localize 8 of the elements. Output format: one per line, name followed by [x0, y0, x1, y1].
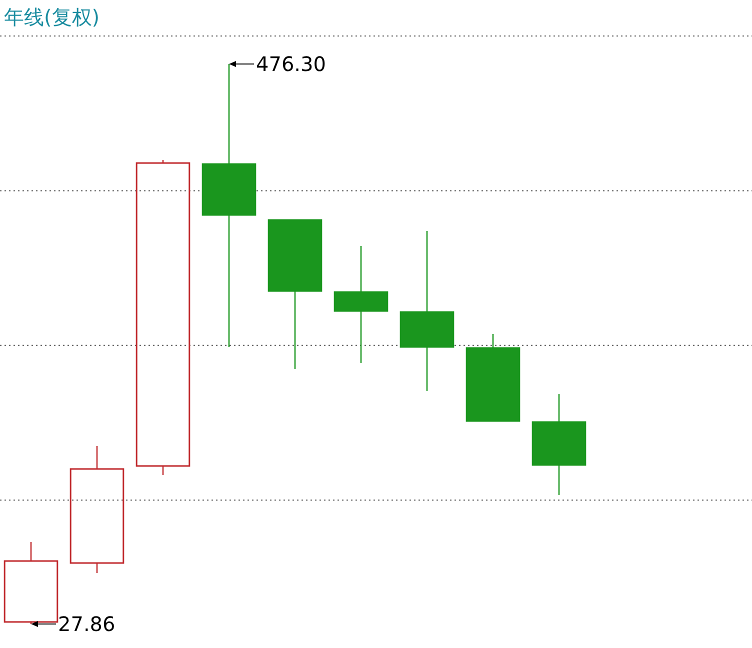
candlestick — [334, 245, 388, 364]
candlestick — [70, 445, 124, 574]
candlestick — [202, 63, 256, 348]
chart-title: 年线(复权) — [4, 5, 100, 29]
candlestick — [532, 393, 586, 496]
annotation: 476.30 — [256, 52, 326, 76]
candlestick — [400, 230, 454, 392]
annotation: 27.86 — [58, 612, 116, 636]
